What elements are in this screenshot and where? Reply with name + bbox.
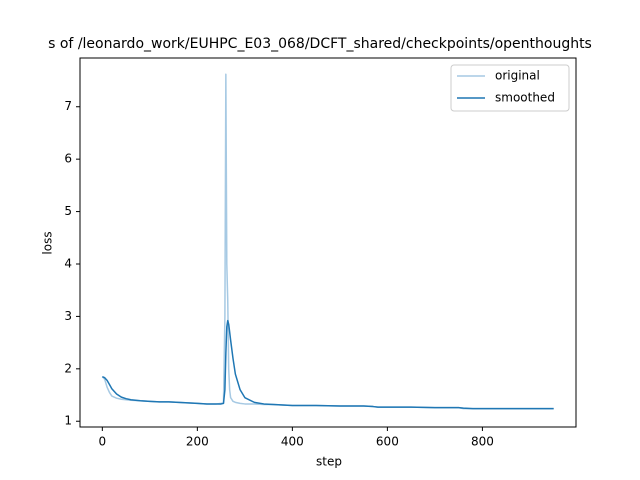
y-tick-label: 7 — [64, 99, 72, 113]
x-tick-label: 0 — [99, 435, 107, 449]
series-line — [102, 319, 554, 410]
y-tick-label: 4 — [64, 256, 72, 270]
x-axis-label: step — [316, 455, 342, 469]
y-tick-label: 3 — [64, 309, 72, 323]
legend-label: smoothed — [495, 91, 555, 105]
x-tick-label: 600 — [376, 435, 399, 449]
x-tick-label: 200 — [186, 435, 209, 449]
series-line — [101, 73, 554, 410]
chart-title: s of /leonardo_work/EUHPC_E03_068/DCFT_s… — [48, 36, 592, 52]
y-axis-label: loss — [41, 231, 55, 254]
x-tick-label: 800 — [471, 435, 494, 449]
y-tick-label: 1 — [64, 414, 72, 428]
x-tick-label: 400 — [281, 435, 304, 449]
y-tick-label: 2 — [64, 361, 72, 375]
legend-label: original — [495, 69, 540, 83]
y-tick-label: 5 — [64, 204, 72, 218]
y-tick-label: 6 — [64, 152, 72, 166]
plot-frame — [79, 57, 577, 428]
